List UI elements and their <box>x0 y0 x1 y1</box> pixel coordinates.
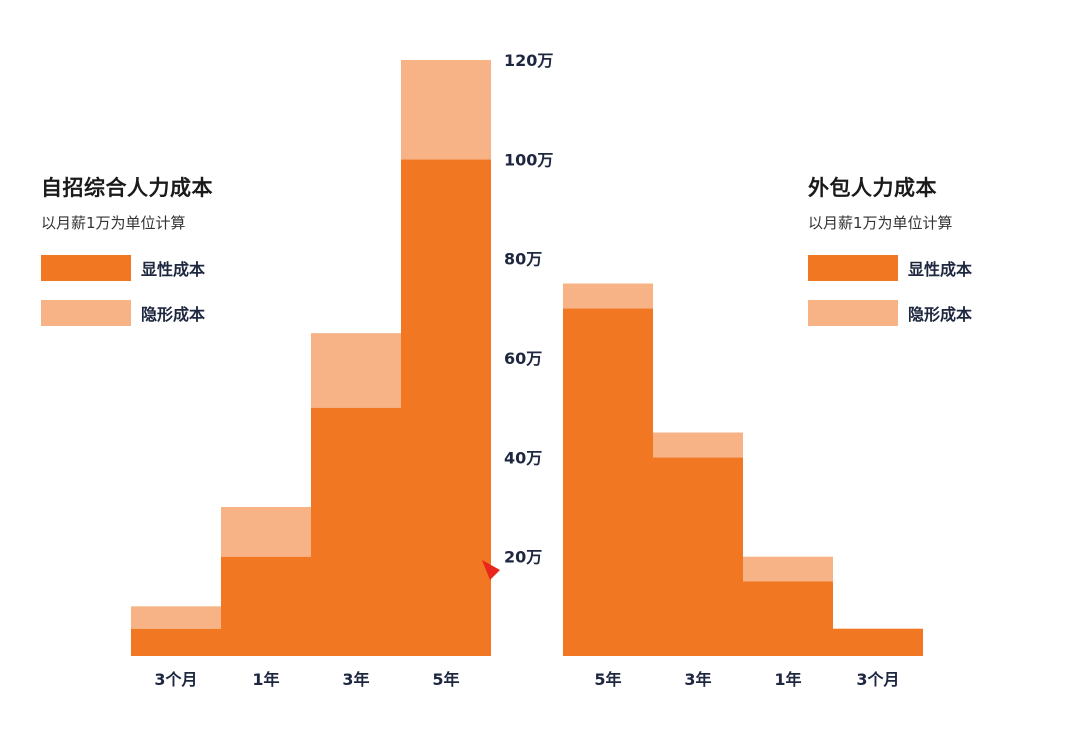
y-tick-label: 20万 <box>504 548 542 567</box>
left-bars-group <box>131 60 491 657</box>
legend-entry-label: 隐形成本 <box>908 305 973 324</box>
right-category-label: 3年 <box>684 670 711 689</box>
legend-right-entry-hidden: 隐形成本 <box>808 300 972 326</box>
left-bar-explicit-1 <box>131 628 221 656</box>
legend-swatch-explicit <box>808 255 898 281</box>
left-bar-hidden-2 <box>221 507 311 557</box>
legend-right-entry-explicit: 显性成本 <box>808 255 972 281</box>
y-tick-label: 120万 <box>504 51 553 70</box>
y-tick-label: 80万 <box>504 250 542 269</box>
right-bar-hidden-2 <box>653 432 743 458</box>
right-bar-explicit-3 <box>743 581 833 656</box>
legend-right: 外包人力成本 以月薪1万为单位计算 显性成本 隐形成本 <box>808 175 972 345</box>
left-bar-explicit-2 <box>221 556 311 656</box>
right-bar-explicit-4 <box>833 628 923 656</box>
right-category-label: 5年 <box>594 670 621 689</box>
left-category-label: 3年 <box>342 670 369 689</box>
legend-left-subtitle: 以月薪1万为单位计算 <box>41 214 186 232</box>
right-category-label: 1年 <box>774 670 801 689</box>
right-bar-explicit-1 <box>563 308 653 656</box>
left-category-label: 3个月 <box>154 670 197 689</box>
y-tick-label: 60万 <box>504 349 542 368</box>
legend-swatch-hidden <box>808 300 898 326</box>
left-bar-hidden-4 <box>401 60 491 160</box>
legend-entry-label: 显性成本 <box>908 260 973 279</box>
legend-entry-label: 隐形成本 <box>141 305 206 324</box>
left-bar-explicit-4 <box>401 159 491 657</box>
category-labels: 3个月 1年 3年 5年 5年 3年 1年 3个月 <box>154 670 899 689</box>
y-tick-label: 100万 <box>504 150 553 169</box>
legend-swatch-explicit <box>41 255 131 281</box>
right-category-label: 3个月 <box>856 670 899 689</box>
left-category-label: 1年 <box>252 670 279 689</box>
legend-left-entry-hidden: 隐形成本 <box>41 300 213 326</box>
left-bar-hidden-1 <box>131 606 221 629</box>
right-bar-hidden-3 <box>743 556 833 582</box>
legend-swatch-hidden <box>41 300 131 326</box>
right-bar-hidden-1 <box>563 283 653 309</box>
legend-left-entry-explicit: 显性成本 <box>41 255 213 281</box>
left-bar-hidden-3 <box>311 333 401 408</box>
legend-right-title: 外包人力成本 <box>808 176 937 200</box>
y-axis-ticks: 20万 40万 60万 80万 100万 120万 <box>504 51 553 567</box>
right-bars-group <box>563 283 923 656</box>
left-category-label: 5年 <box>432 670 459 689</box>
right-bar-explicit-2 <box>653 457 743 656</box>
y-tick-label: 40万 <box>504 448 542 467</box>
legend-left-title: 自招综合人力成本 <box>41 176 213 200</box>
legend-right-subtitle: 以月薪1万为单位计算 <box>808 214 953 232</box>
pointer-marker <box>482 560 500 580</box>
legend-entry-label: 显性成本 <box>141 260 206 279</box>
left-bar-explicit-3 <box>311 407 401 656</box>
legend-left: 自招综合人力成本 以月薪1万为单位计算 显性成本 隐形成本 <box>41 175 213 345</box>
